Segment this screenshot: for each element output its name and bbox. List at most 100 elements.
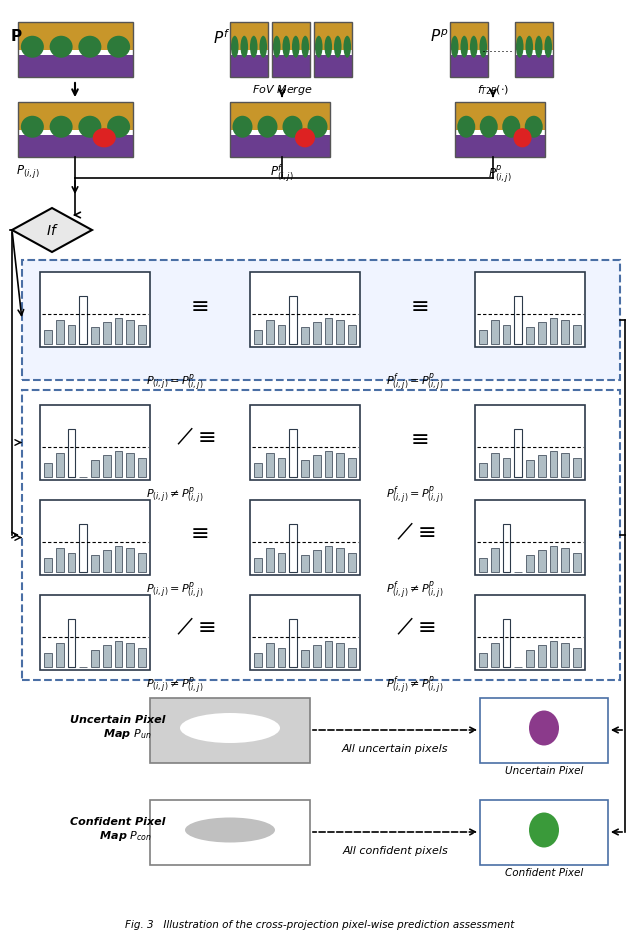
Bar: [480, 800, 608, 865]
Bar: [103, 456, 111, 477]
Bar: [479, 558, 487, 572]
Bar: [115, 318, 122, 344]
Text: $P_{(i,j)}$: $P_{(i,j)}$: [16, 163, 40, 180]
Text: $\equiv$: $\equiv$: [406, 427, 428, 448]
Bar: [301, 327, 309, 344]
Ellipse shape: [295, 128, 315, 147]
Bar: [103, 323, 111, 344]
Bar: [561, 643, 569, 667]
Ellipse shape: [334, 36, 342, 58]
Bar: [475, 595, 585, 670]
Ellipse shape: [479, 36, 487, 58]
Bar: [266, 320, 273, 344]
Ellipse shape: [50, 116, 72, 138]
Ellipse shape: [232, 116, 253, 138]
Bar: [324, 641, 332, 667]
Bar: [127, 643, 134, 667]
Bar: [272, 22, 310, 49]
Bar: [138, 457, 146, 477]
Text: $P^f_{(i,j)}$: $P^f_{(i,j)}$: [270, 163, 294, 184]
Text: $P^p_{(i,j)}$: $P^p_{(i,j)}$: [488, 163, 512, 184]
Text: $P^f_{(i,j)} \neq P^p_{(i,j)}$: $P^f_{(i,j)} \neq P^p_{(i,j)}$: [387, 580, 444, 603]
Bar: [44, 463, 52, 477]
Bar: [40, 272, 150, 347]
Text: Fig. 3   Illustration of the cross-projection pixel-wise prediction assessment: Fig. 3 Illustration of the cross-project…: [125, 920, 515, 930]
Bar: [289, 429, 297, 477]
Ellipse shape: [525, 36, 533, 58]
Bar: [115, 641, 122, 667]
Bar: [480, 698, 608, 763]
Ellipse shape: [250, 36, 257, 58]
Bar: [44, 653, 52, 667]
Bar: [22, 390, 620, 680]
Bar: [526, 327, 534, 344]
Bar: [491, 320, 499, 344]
Bar: [127, 320, 134, 344]
Ellipse shape: [460, 36, 468, 58]
Text: Uncertain Pixel: Uncertain Pixel: [505, 766, 583, 776]
Bar: [68, 429, 76, 477]
Ellipse shape: [502, 116, 520, 138]
Ellipse shape: [185, 817, 275, 843]
Ellipse shape: [516, 36, 524, 58]
Bar: [250, 405, 360, 480]
Bar: [301, 650, 309, 667]
Bar: [450, 55, 488, 77]
Ellipse shape: [525, 116, 543, 138]
Bar: [289, 524, 297, 572]
Bar: [230, 102, 330, 157]
Bar: [515, 22, 553, 77]
Ellipse shape: [480, 116, 498, 138]
Bar: [138, 553, 146, 572]
Bar: [515, 296, 522, 344]
Bar: [272, 22, 310, 77]
Bar: [337, 320, 344, 344]
Text: $P^f_{(i,j)} \neq P^p_{(i,j)}$: $P^f_{(i,j)} \neq P^p_{(i,j)}$: [387, 675, 444, 698]
Bar: [502, 457, 510, 477]
Text: $P_{(i,j)} = P^p_{(i,j)}$: $P_{(i,j)} = P^p_{(i,j)}$: [147, 580, 204, 601]
Bar: [278, 457, 285, 477]
Text: Confident Pixel
    Map $P_{con}$: Confident Pixel Map $P_{con}$: [70, 817, 166, 843]
Text: $\not\equiv$: $\not\equiv$: [177, 427, 216, 448]
Bar: [91, 650, 99, 667]
Bar: [289, 619, 297, 667]
Bar: [491, 643, 499, 667]
Bar: [502, 325, 510, 344]
Bar: [314, 55, 352, 77]
Bar: [561, 320, 569, 344]
Bar: [515, 55, 553, 77]
Text: $\equiv$: $\equiv$: [186, 294, 208, 314]
Bar: [550, 641, 557, 667]
Bar: [561, 549, 569, 572]
Ellipse shape: [529, 812, 559, 847]
Bar: [91, 460, 99, 477]
Text: All confident pixels: All confident pixels: [342, 846, 448, 856]
Bar: [479, 463, 487, 477]
Bar: [526, 650, 534, 667]
Polygon shape: [12, 208, 92, 252]
Bar: [278, 325, 285, 344]
Bar: [301, 460, 309, 477]
Bar: [515, 429, 522, 477]
Bar: [250, 595, 360, 670]
Bar: [289, 296, 297, 344]
Bar: [538, 456, 546, 477]
Bar: [254, 329, 262, 344]
Bar: [502, 524, 510, 572]
Bar: [324, 451, 332, 477]
Text: $P^f$: $P^f$: [213, 28, 230, 47]
Bar: [479, 329, 487, 344]
Bar: [491, 549, 499, 572]
Ellipse shape: [78, 116, 101, 138]
Ellipse shape: [93, 128, 116, 147]
Ellipse shape: [529, 711, 559, 746]
Bar: [266, 453, 273, 477]
Bar: [44, 558, 52, 572]
Bar: [455, 135, 545, 157]
Bar: [313, 550, 321, 572]
Text: $P^p$: $P^p$: [430, 28, 449, 45]
Ellipse shape: [535, 36, 543, 58]
Ellipse shape: [257, 116, 278, 138]
Bar: [68, 325, 76, 344]
Bar: [526, 460, 534, 477]
